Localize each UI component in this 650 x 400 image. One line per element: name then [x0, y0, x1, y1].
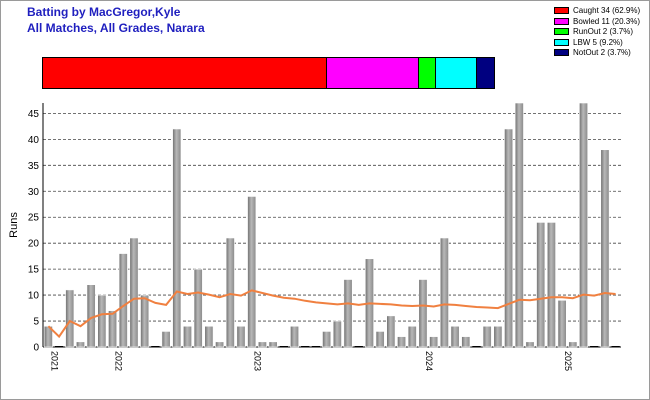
x-tick-label: 2023 — [253, 351, 263, 371]
innings-bar — [514, 102, 524, 348]
y-tick-label: 5 — [33, 317, 39, 328]
y-tick-label: 35 — [28, 161, 40, 172]
x-tick-label: 2022 — [114, 351, 124, 371]
innings-bar — [568, 341, 578, 348]
innings-bar — [343, 279, 353, 348]
y-tick-label: 45 — [28, 109, 40, 120]
chart-subtitle: All Matches, All Grades, Narara — [27, 21, 205, 35]
x-tick-label: 2024 — [424, 351, 434, 371]
innings-bar — [375, 331, 385, 348]
innings-bar — [461, 336, 471, 348]
innings-bar — [439, 237, 449, 348]
innings-bar — [97, 294, 107, 348]
innings-bar — [225, 237, 235, 348]
innings-bar — [525, 341, 535, 348]
innings-bar — [332, 320, 342, 348]
innings-bar — [386, 315, 396, 348]
innings-bar — [450, 325, 460, 348]
x-tick-label: 2021 — [49, 351, 59, 371]
dismissal-segment — [477, 58, 494, 88]
innings-bar — [183, 325, 192, 348]
innings-bar — [193, 268, 203, 348]
innings-bar — [257, 341, 267, 348]
innings-bar — [172, 128, 182, 348]
innings-bar — [397, 336, 407, 348]
innings-bar — [65, 289, 75, 348]
legend-label: Bowled 11 (20.3%) — [573, 16, 640, 26]
innings-bar — [204, 325, 214, 348]
innings-bar — [247, 196, 257, 348]
innings-bar — [236, 325, 246, 348]
legend-label: Caught 34 (62.9%) — [573, 6, 641, 15]
innings-bar — [546, 222, 556, 348]
innings-bar — [129, 237, 139, 348]
legend-label: NotOut 2 (3.7%) — [573, 48, 631, 57]
legend-label: LBW 5 (9.2%) — [573, 37, 623, 47]
y-tick-label: 15 — [28, 265, 40, 276]
innings-bar — [322, 331, 332, 348]
innings-bar — [600, 149, 610, 348]
dismissal-segment — [418, 58, 436, 88]
dismissal-segment — [43, 58, 327, 88]
innings-bar — [557, 299, 567, 348]
y-tick-label: 30 — [28, 187, 40, 198]
y-axis-title: Runs — [8, 212, 20, 238]
innings-bar — [108, 310, 118, 348]
innings-bar — [161, 331, 171, 348]
y-tick-label: 20 — [28, 239, 40, 250]
legend-swatch — [554, 38, 569, 46]
y-tick-label: 10 — [28, 291, 40, 302]
y-tick-label: 0 — [33, 343, 39, 354]
legend-label: RunOut 2 (3.7%) — [573, 27, 634, 36]
innings-bar — [43, 325, 53, 348]
chart-title: Batting by MacGregor,Kyle — [27, 5, 181, 19]
dismissal-segment — [435, 58, 478, 88]
x-tick-label: 2025 — [563, 351, 573, 371]
innings-bar — [118, 253, 128, 348]
dismissal-segment — [326, 58, 419, 88]
innings-bar — [268, 341, 278, 348]
innings-bar — [579, 102, 589, 348]
innings-bar — [290, 325, 300, 348]
running-average-line — [47, 289, 616, 339]
legend-swatch — [554, 7, 569, 14]
innings-bar — [493, 325, 503, 348]
innings-bar — [536, 222, 546, 348]
innings-bar — [215, 341, 225, 348]
y-tick-label: 25 — [28, 213, 40, 224]
dismissal-breakdown-bar — [42, 57, 495, 89]
innings-bar — [504, 128, 514, 348]
innings-bar — [429, 336, 439, 348]
innings-bar — [482, 325, 492, 348]
legend-swatch — [554, 17, 569, 25]
innings-bar — [140, 294, 150, 348]
innings-bar — [418, 279, 428, 348]
innings-bar — [86, 284, 96, 348]
legend-swatch — [554, 49, 569, 56]
innings-bar — [75, 341, 85, 348]
y-tick-label: 40 — [28, 135, 40, 146]
legend-swatch — [554, 28, 569, 35]
innings-bar — [407, 325, 417, 348]
